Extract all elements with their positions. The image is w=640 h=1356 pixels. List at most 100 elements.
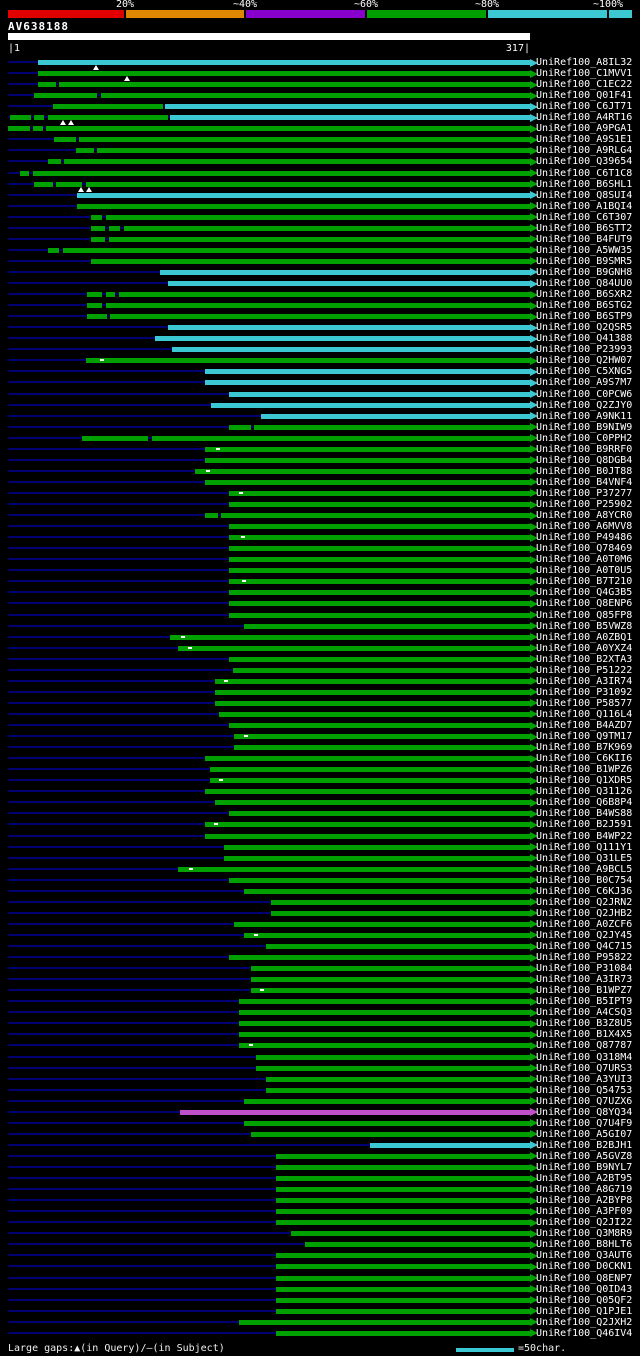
hit-bar[interactable]: [290, 1231, 530, 1237]
hit-bar[interactable]: [229, 955, 530, 961]
hit-bar[interactable]: [123, 225, 530, 231]
hit-arrow-icon[interactable]: [530, 1207, 538, 1216]
hit-bar[interactable]: [46, 126, 530, 132]
hit-arrow-icon[interactable]: [530, 754, 538, 763]
hit-label[interactable]: UniRef100_A0ZCF6: [536, 918, 633, 930]
hit-label[interactable]: UniRef100_Q8ENP7: [536, 1272, 633, 1284]
hit-label[interactable]: UniRef100_A9RLG4: [536, 145, 633, 157]
hit-bar[interactable]: [275, 1153, 530, 1159]
hit-bar[interactable]: [87, 303, 103, 309]
hit-arrow-icon[interactable]: [530, 1218, 538, 1227]
hit-arrow-icon[interactable]: [530, 390, 538, 398]
hit-bar[interactable]: [169, 115, 530, 121]
hit-label[interactable]: UniRef100_A8G719: [536, 1184, 633, 1196]
hit-arrow-icon[interactable]: [530, 688, 538, 697]
hit-label[interactable]: UniRef100_Q2JY45: [536, 929, 633, 941]
hit-arrow-icon[interactable]: [530, 102, 538, 111]
hit-label[interactable]: UniRef100_B1X4X5: [536, 1029, 633, 1041]
hit-label[interactable]: UniRef100_A1BQI4: [536, 200, 633, 212]
hit-label[interactable]: UniRef100_B3Z8U5: [536, 1018, 633, 1030]
hit-label[interactable]: UniRef100_Q4C715: [536, 941, 633, 952]
hit-label[interactable]: UniRef100_P51222: [536, 664, 633, 676]
hit-arrow-icon[interactable]: [530, 1163, 538, 1172]
hit-label[interactable]: UniRef100_Q3M8R9: [536, 1228, 633, 1240]
hit-bar[interactable]: [87, 314, 108, 320]
hit-label[interactable]: UniRef100_Q05QF2: [536, 1294, 633, 1306]
hit-bar[interactable]: [168, 281, 530, 286]
hit-bar[interactable]: [155, 336, 530, 342]
hit-label[interactable]: UniRef100_Q31126: [536, 786, 633, 798]
hit-bar[interactable]: [275, 1330, 530, 1336]
hit-arrow-icon[interactable]: [530, 1262, 538, 1271]
hit-arrow-icon[interactable]: [530, 843, 538, 852]
hit-arrow-icon[interactable]: [530, 356, 538, 365]
hit-bar[interactable]: [229, 535, 530, 541]
hit-arrow-icon[interactable]: [530, 1008, 538, 1017]
hit-label[interactable]: UniRef100_Q8DGB4: [536, 454, 633, 466]
hit-arrow-icon[interactable]: [530, 1196, 538, 1205]
hit-arrow-icon[interactable]: [530, 146, 538, 155]
hit-bar[interactable]: [219, 711, 530, 717]
hit-label[interactable]: UniRef100_Q3AUT6: [536, 1250, 633, 1262]
hit-bar[interactable]: [244, 932, 530, 938]
hit-arrow-icon[interactable]: [530, 401, 538, 410]
hit-arrow-icon[interactable]: [530, 986, 538, 995]
hit-label[interactable]: UniRef100_A9S1E1: [536, 134, 633, 146]
hit-bar[interactable]: [62, 247, 530, 253]
hit-arrow-icon[interactable]: [530, 1329, 538, 1338]
hit-bar[interactable]: [239, 1319, 530, 1325]
hit-bar[interactable]: [250, 1131, 530, 1137]
hit-bar[interactable]: [275, 1176, 530, 1182]
hit-bar[interactable]: [204, 446, 530, 452]
hit-arrow-icon[interactable]: [530, 854, 538, 863]
hit-bar[interactable]: [275, 1264, 530, 1270]
hit-arrow-icon[interactable]: [530, 224, 538, 233]
hit-bar[interactable]: [171, 347, 530, 353]
hit-bar[interactable]: [211, 402, 530, 408]
hit-label[interactable]: UniRef100_A5WW35: [536, 244, 633, 256]
hit-arrow-icon[interactable]: [530, 611, 538, 619]
hit-bar[interactable]: [224, 855, 530, 861]
hit-label[interactable]: UniRef100_B9GNH8: [536, 266, 633, 278]
hit-bar[interactable]: [239, 1032, 530, 1038]
hit-bar[interactable]: [275, 1165, 530, 1170]
hit-bar[interactable]: [244, 623, 530, 629]
hit-bar[interactable]: [244, 1120, 530, 1126]
hit-label[interactable]: UniRef100_Q2JI22: [536, 1217, 633, 1229]
hit-arrow-icon[interactable]: [530, 931, 538, 940]
hit-arrow-icon[interactable]: [530, 169, 538, 177]
hit-label[interactable]: UniRef100_Q8ENP6: [536, 598, 633, 610]
hit-arrow-icon[interactable]: [530, 1108, 538, 1117]
hit-arrow-icon[interactable]: [530, 58, 538, 67]
hit-arrow-icon[interactable]: [530, 1041, 538, 1050]
hit-bar[interactable]: [275, 1286, 530, 1292]
hit-bar[interactable]: [229, 612, 530, 618]
hit-bar[interactable]: [52, 104, 164, 110]
hit-bar[interactable]: [204, 822, 530, 828]
hit-arrow-icon[interactable]: [530, 301, 538, 310]
hit-arrow-icon[interactable]: [530, 887, 538, 896]
hit-label[interactable]: UniRef100_A2BT95: [536, 1173, 633, 1185]
hit-arrow-icon[interactable]: [530, 677, 538, 686]
hit-bar[interactable]: [229, 502, 530, 507]
hit-label[interactable]: UniRef100_P58577: [536, 697, 633, 709]
hit-label[interactable]: UniRef100_C6T307: [536, 211, 633, 223]
hit-bar[interactable]: [105, 214, 530, 220]
hit-arrow-icon[interactable]: [530, 1296, 538, 1305]
hit-arrow-icon[interactable]: [530, 942, 538, 951]
hit-bar[interactable]: [229, 877, 530, 883]
hit-arrow-icon[interactable]: [530, 522, 538, 531]
hit-label[interactable]: UniRef100_C1EC22: [536, 79, 633, 91]
hit-label[interactable]: UniRef100_P49486: [536, 532, 633, 544]
hit-bar[interactable]: [234, 734, 530, 740]
hit-bar[interactable]: [265, 1076, 530, 1082]
hit-arrow-icon[interactable]: [530, 157, 538, 166]
hit-bar[interactable]: [204, 380, 530, 386]
hit-arrow-icon[interactable]: [530, 213, 538, 222]
hit-bar[interactable]: [209, 778, 530, 784]
hit-label[interactable]: UniRef100_C6KII6: [536, 753, 633, 765]
hit-arrow-icon[interactable]: [530, 820, 538, 829]
hit-bar[interactable]: [244, 1098, 530, 1104]
hit-bar[interactable]: [37, 71, 530, 77]
hit-arrow-icon[interactable]: [530, 135, 538, 144]
